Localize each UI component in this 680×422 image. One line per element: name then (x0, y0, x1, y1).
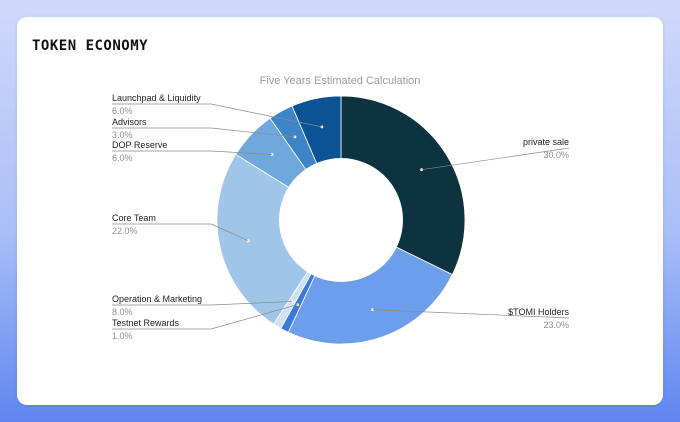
leader-line (112, 301, 293, 306)
leader-line (112, 150, 273, 155)
chart-title: Five Years Estimated Calculation (260, 75, 421, 87)
leader-line (112, 223, 249, 242)
slice-percentage: 22.0% (112, 226, 138, 236)
slice-percentage: 6.0% (112, 106, 133, 116)
slice-percentage: 1.0% (112, 331, 133, 341)
slice-label: Testnet Rewards (112, 318, 180, 328)
slice-label: Core Team (112, 213, 156, 223)
leader-line (112, 103, 322, 128)
slice-core-team (216, 153, 342, 325)
slice-percentage: 23.0% (543, 320, 569, 330)
donut-hole (279, 158, 403, 282)
leader-line (421, 147, 570, 171)
leader-line (372, 309, 570, 319)
slice-percentage: 6.0% (112, 153, 133, 163)
slice-percentage: 30.0% (543, 150, 569, 160)
slice-percentage: 3.0% (112, 130, 133, 140)
slice-label: DOP Reserve (112, 140, 167, 150)
slice-label: private sale (523, 137, 569, 147)
slice-percentage: 8.0% (112, 307, 133, 317)
leader-dot (420, 168, 423, 172)
slice-label: Operation & Marketing (112, 294, 202, 304)
leader-dot (246, 239, 250, 243)
leader-line (112, 304, 298, 330)
slice-label: Launchpad & Liquidity (112, 93, 201, 103)
page-title: TOKEN ECONOMY (32, 38, 149, 54)
leader-line (112, 127, 295, 138)
slice-label: $TOMI Holders (508, 307, 569, 317)
slice-label: Advisors (112, 117, 147, 127)
